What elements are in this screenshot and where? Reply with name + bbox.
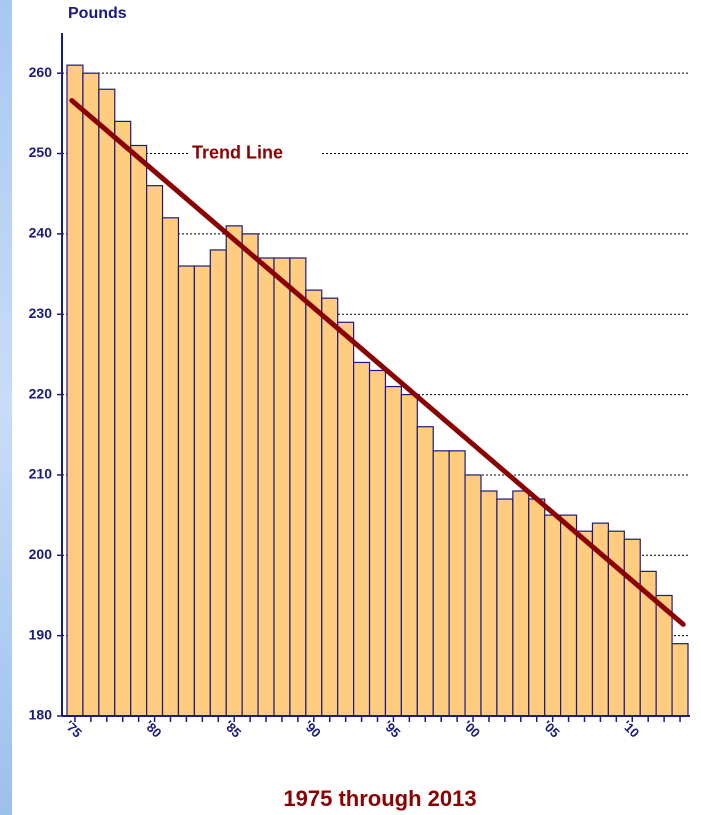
x-tick-label: '00 [460, 718, 483, 741]
bar [480, 490, 498, 717]
trend-line [69, 97, 686, 627]
bar [560, 514, 578, 717]
trend-label-bg [188, 141, 320, 166]
bar [671, 643, 689, 717]
y-tick-label: 230 [29, 305, 53, 321]
bar [98, 88, 116, 717]
bar [384, 385, 402, 717]
bar [209, 249, 227, 717]
y-tick-label: 180 [29, 707, 53, 723]
y-tick-label: 260 [29, 64, 53, 80]
bar [368, 369, 387, 717]
x-tick-label: '80 [142, 718, 165, 741]
bar [273, 257, 291, 717]
y-tick-label: 210 [29, 466, 53, 482]
bar [432, 450, 450, 717]
bar [66, 64, 84, 717]
x-axis-label: 1975 through 2013 [283, 786, 476, 811]
x-tick-label: '75 [62, 718, 85, 741]
bar [575, 530, 594, 717]
bar [130, 144, 148, 717]
bar [114, 120, 132, 717]
bar [193, 265, 211, 717]
bar [177, 265, 195, 717]
trend-label: Trend Line [192, 142, 283, 162]
x-tick-label: '95 [380, 718, 403, 741]
bar [225, 225, 243, 717]
bar [496, 498, 514, 717]
bar [400, 393, 418, 717]
y-tick-label: 190 [29, 626, 53, 642]
bar [161, 217, 180, 717]
y-axis-label: Pounds [68, 5, 127, 22]
bar [464, 474, 482, 717]
bar [241, 233, 259, 717]
y-tick-label: 220 [29, 385, 53, 401]
bar [305, 289, 323, 717]
bar [448, 450, 466, 717]
bar [512, 490, 530, 717]
bar [544, 514, 562, 717]
bar [146, 185, 164, 717]
bar [528, 498, 546, 717]
bar [289, 257, 307, 717]
x-tick-label: '10 [619, 718, 642, 741]
bar [416, 426, 434, 717]
bar [337, 321, 355, 717]
y-tick-label: 200 [29, 546, 53, 562]
y-tick-label: 250 [29, 144, 53, 160]
bar [321, 297, 339, 717]
x-tick-label: '90 [301, 718, 324, 741]
bar [623, 538, 641, 717]
bar [257, 257, 275, 717]
bar [353, 361, 371, 717]
side-strip [0, 0, 12, 815]
bar [82, 72, 100, 717]
x-tick-label: '85 [221, 718, 244, 741]
y-tick-label: 240 [29, 225, 53, 241]
bar [607, 530, 625, 717]
x-tick-label: '05 [540, 718, 563, 741]
